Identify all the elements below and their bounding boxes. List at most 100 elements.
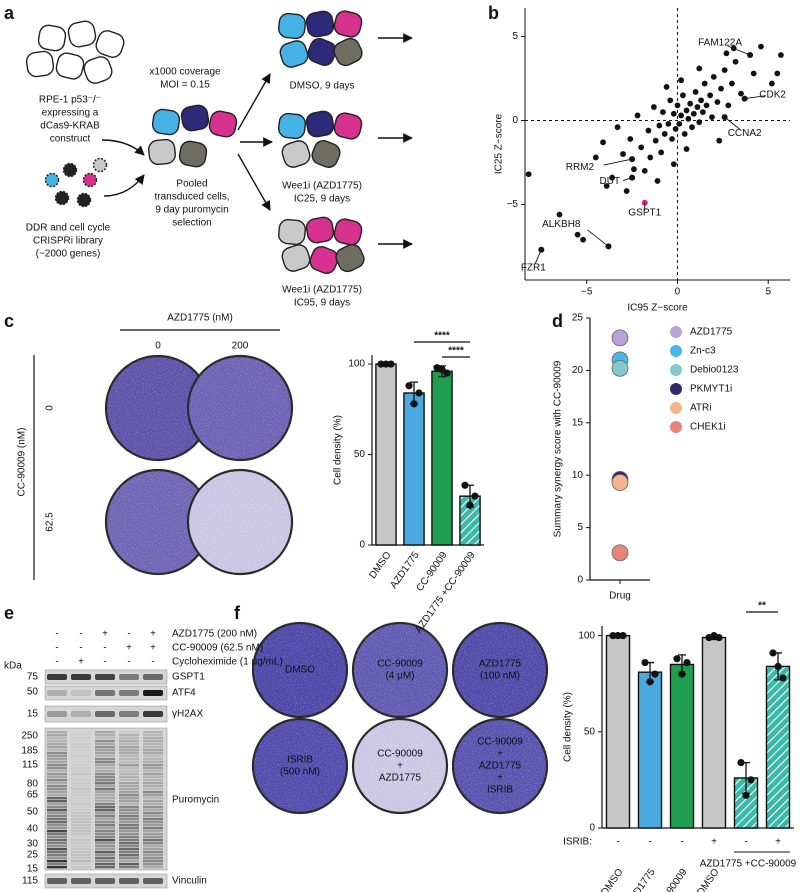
blot-band bbox=[71, 674, 91, 680]
blot-band bbox=[71, 690, 91, 696]
replicate-point bbox=[774, 662, 782, 671]
blot-smear bbox=[71, 839, 91, 842]
plate-texture bbox=[454, 624, 546, 716]
x-axis-title: Drug bbox=[609, 591, 631, 602]
plate-texture bbox=[254, 720, 346, 812]
x-tick-label: DMSO bbox=[695, 867, 721, 892]
kda-marker: 25 bbox=[27, 850, 39, 861]
blot-smear bbox=[47, 848, 67, 851]
plate-texture bbox=[189, 357, 291, 459]
blot-smear bbox=[95, 830, 115, 833]
replicate-point bbox=[609, 632, 617, 640]
blot-smear bbox=[47, 737, 67, 740]
point bbox=[627, 136, 634, 142]
blot-smear bbox=[143, 842, 163, 845]
well-label: CC-90009 bbox=[377, 659, 423, 670]
blot-smear bbox=[71, 830, 91, 833]
replicate-point bbox=[438, 365, 446, 374]
point bbox=[758, 43, 764, 50]
blot-band bbox=[143, 674, 163, 680]
legend-swatch bbox=[670, 421, 682, 433]
blot-smear bbox=[71, 779, 91, 782]
cell bbox=[278, 112, 306, 140]
x-axis-title: IC95 Z−score bbox=[627, 303, 688, 314]
well-label: AZD1775 bbox=[379, 773, 422, 784]
lane-sign: - bbox=[103, 657, 106, 668]
well-label: CC-90009 bbox=[477, 737, 523, 748]
blot-smear bbox=[95, 842, 115, 845]
point bbox=[701, 80, 708, 87]
x-tick-label: CC-90009 bbox=[654, 867, 689, 892]
legend-swatch bbox=[670, 326, 682, 338]
row-sign: - bbox=[744, 837, 747, 848]
blot-smear bbox=[95, 773, 115, 776]
blot-smear bbox=[71, 857, 91, 860]
blot-smear bbox=[143, 863, 163, 866]
well-label: AZD1775 bbox=[479, 761, 522, 772]
blot-smear bbox=[119, 782, 139, 785]
well-label: DMSO bbox=[285, 665, 315, 676]
bar bbox=[431, 370, 453, 546]
y-tick-label: 20 bbox=[572, 365, 584, 376]
blot-label: ATF4 bbox=[172, 688, 196, 699]
legend-swatch bbox=[670, 345, 682, 357]
blot-smear bbox=[143, 752, 163, 755]
row-label: 62.5 bbox=[45, 512, 56, 532]
cell bbox=[309, 246, 339, 274]
parental-text: RPE-1 p53⁻/⁻ bbox=[39, 95, 101, 106]
cell bbox=[305, 10, 335, 38]
blot-smear bbox=[143, 749, 163, 752]
point bbox=[690, 110, 697, 117]
annotation: GSPT1 bbox=[628, 207, 661, 218]
y-tick-label: 50 bbox=[354, 449, 366, 460]
library-guide bbox=[82, 172, 98, 188]
blot-smear bbox=[47, 782, 67, 785]
blot-smear bbox=[143, 860, 163, 863]
blot-smear bbox=[47, 854, 67, 857]
blot-smear bbox=[95, 836, 115, 839]
x-tick-label: AZD1775 bbox=[624, 867, 657, 892]
well-label: ISRIB bbox=[287, 755, 313, 766]
point bbox=[681, 131, 688, 137]
annotation: ALKBH8 bbox=[542, 219, 581, 230]
legend-label: Debio0123 bbox=[690, 365, 739, 376]
blot-smear bbox=[95, 764, 115, 767]
blot-band bbox=[119, 711, 139, 717]
condition-text: Wee1i (AZD1775) bbox=[282, 181, 362, 192]
blot-smear bbox=[119, 737, 139, 740]
cell bbox=[151, 108, 181, 136]
kda-marker: 15 bbox=[27, 709, 39, 720]
replicate-point bbox=[614, 632, 622, 640]
y-tick-label: 100 bbox=[348, 359, 365, 370]
blot-band bbox=[119, 674, 139, 680]
point bbox=[683, 107, 690, 114]
point bbox=[669, 136, 675, 142]
blot-smear bbox=[119, 857, 139, 860]
annotation: RRM2 bbox=[566, 162, 595, 173]
y-tick-label: 0 bbox=[577, 575, 583, 586]
blot-smear bbox=[71, 767, 91, 770]
cell bbox=[307, 38, 337, 66]
blot-smear bbox=[47, 761, 67, 764]
column-label: 0 bbox=[155, 341, 161, 352]
point bbox=[656, 122, 663, 129]
point bbox=[725, 102, 732, 109]
column-title: AZD1775 (nM) bbox=[167, 313, 233, 324]
blot-smear bbox=[119, 758, 139, 761]
blot-smear bbox=[119, 812, 139, 815]
blot-smear bbox=[119, 731, 139, 734]
blot-smear bbox=[95, 791, 115, 794]
blot-smear bbox=[71, 773, 91, 776]
blot-smear bbox=[119, 806, 139, 809]
lane-sign: + bbox=[150, 643, 156, 654]
blot-smear bbox=[119, 797, 139, 800]
blot-label: Vinculin bbox=[172, 876, 207, 887]
blot-band bbox=[95, 711, 115, 717]
y-tick-label: 0 bbox=[589, 823, 595, 834]
y-tick-label: 0 bbox=[512, 115, 518, 126]
blot-smear bbox=[95, 803, 115, 806]
blot-smear bbox=[143, 734, 163, 737]
y-axis-title: IC25 Z−score bbox=[494, 113, 505, 174]
panel-label: b bbox=[488, 3, 499, 23]
blot-smear bbox=[143, 815, 163, 818]
